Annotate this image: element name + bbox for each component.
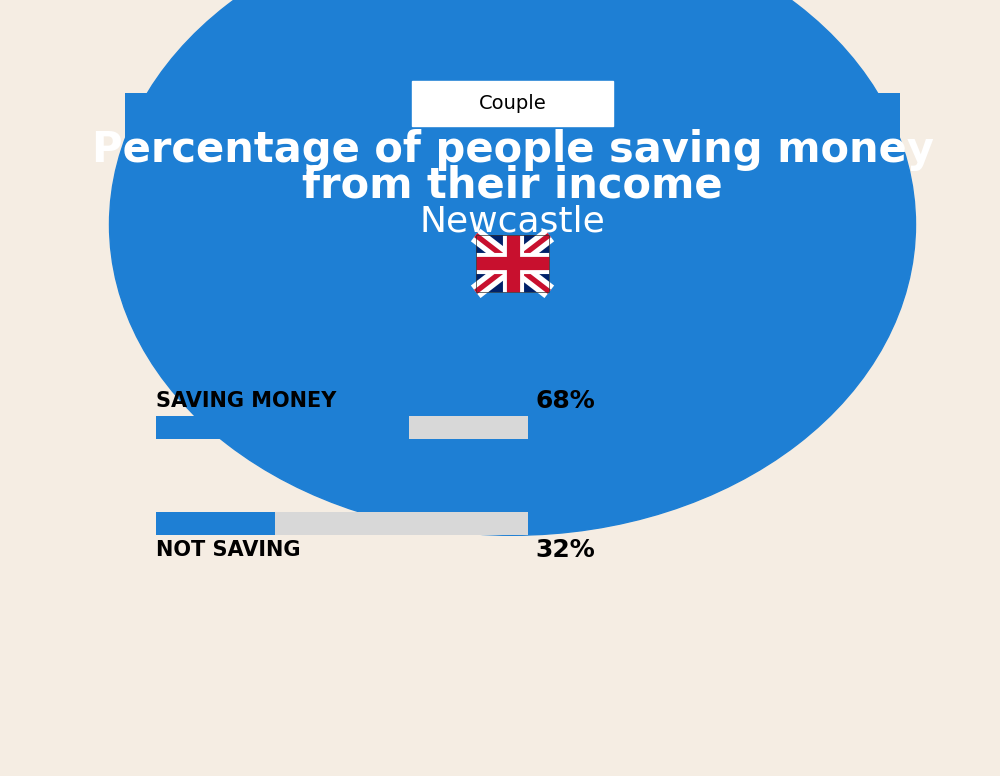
Text: 32%: 32% [536,538,596,562]
Text: Newcastle: Newcastle [420,205,605,238]
FancyBboxPatch shape [156,417,528,439]
FancyBboxPatch shape [125,93,900,224]
Text: from their income: from their income [302,165,723,206]
FancyBboxPatch shape [476,235,549,292]
Circle shape [110,0,916,535]
FancyBboxPatch shape [156,417,409,439]
Text: 68%: 68% [536,390,596,414]
FancyBboxPatch shape [156,512,528,535]
Text: Percentage of people saving money: Percentage of people saving money [92,129,934,171]
FancyBboxPatch shape [156,512,275,535]
FancyBboxPatch shape [412,81,613,126]
Text: Couple: Couple [479,95,546,113]
Text: SAVING MONEY: SAVING MONEY [156,391,336,411]
Text: NOT SAVING: NOT SAVING [156,539,300,559]
